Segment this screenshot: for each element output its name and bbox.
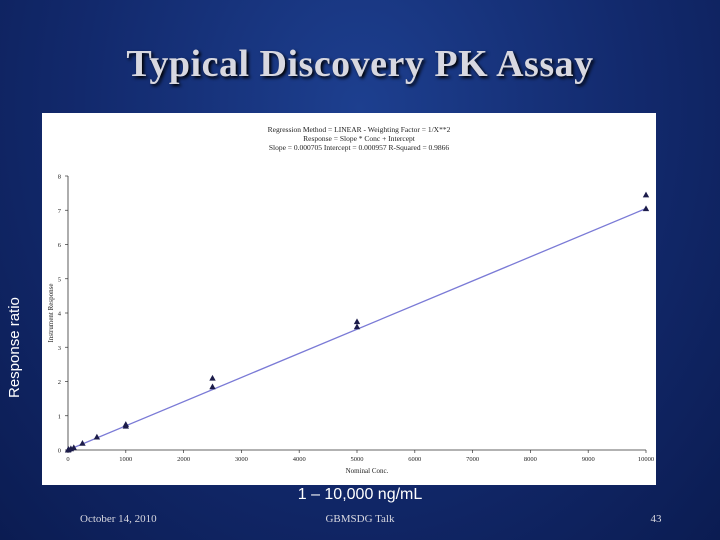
data-point [642, 191, 650, 198]
x-tick-label: 8000 [524, 456, 537, 463]
x-tick-label: 9000 [582, 456, 595, 463]
data-point [70, 444, 77, 451]
regression-info-line-1: Regression Method = LINEAR - Weighting F… [268, 125, 451, 134]
x-tick-label: 4000 [293, 456, 306, 463]
data-point [79, 439, 86, 446]
y-tick-label: 2 [58, 379, 61, 386]
y-tick-label: 8 [58, 174, 61, 181]
concentration-range-label: 1 – 10,000 ng/mL [297, 486, 423, 503]
x-tick-label: 0 [66, 456, 69, 463]
data-point [209, 383, 216, 390]
slide-number: 43 [650, 513, 662, 525]
x-tick-label: 6000 [408, 456, 421, 463]
data-point [93, 433, 101, 440]
data-point [122, 421, 129, 427]
x-tick-label: 7000 [466, 456, 479, 463]
y-tick-label: 6 [58, 242, 62, 249]
x-axis-title: Nominal Conc. [346, 467, 389, 475]
y-tick-label: 0 [58, 448, 61, 455]
y-tick-label: 3 [58, 345, 61, 352]
calibration-chart: Regression Method = LINEAR - Weighting F… [47, 125, 654, 475]
x-tick-label: 2000 [177, 456, 190, 463]
data-point [353, 323, 361, 330]
data-point [353, 318, 361, 325]
regression-info-line-2: Response = Slope * Conc + Intercept [303, 134, 416, 143]
y-axis-title: Instrument Response [47, 284, 55, 343]
y-tick-label: 5 [58, 276, 61, 283]
footer-talk-name: GBMSDG Talk [325, 513, 395, 525]
slide-title: Typical Discovery PK Assay [126, 43, 594, 85]
y-tick-label: 4 [58, 311, 62, 318]
footer-date: October 14, 2010 [80, 513, 157, 525]
x-tick-label: 5000 [351, 456, 364, 463]
chart-panel: Regression Method = LINEAR - Weighting F… [42, 113, 656, 485]
x-tick-label: 10000 [638, 456, 654, 463]
data-point [209, 374, 216, 381]
regression-info-line-3: Slope = 0.000705 Intercept = 0.000957 R-… [269, 143, 450, 152]
data-point [642, 205, 650, 212]
y-tick-label: 1 [58, 413, 61, 420]
x-tick-label: 1000 [119, 456, 132, 463]
y-tick-label: 7 [58, 208, 62, 215]
response-ratio-label: Response ratio [6, 297, 23, 398]
x-tick-label: 3000 [235, 456, 248, 463]
chart-marks: 0 1 2 3 4 5 6 7 8 0 1000 2000 3000 4000 5000 6000 7000 80… [58, 174, 654, 464]
